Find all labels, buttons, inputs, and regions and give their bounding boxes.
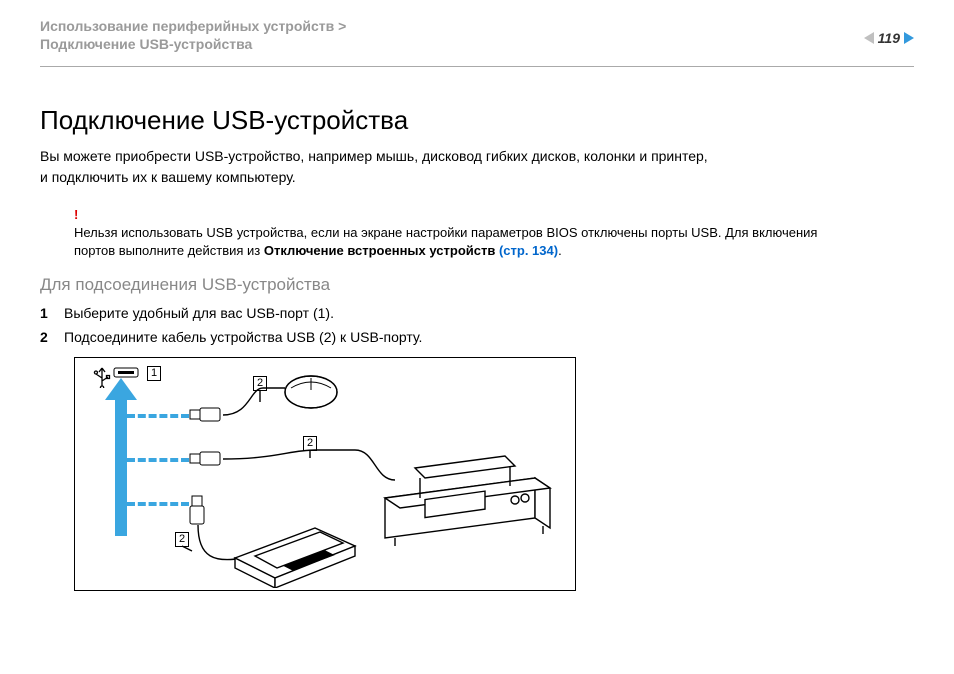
printer-icon — [365, 438, 555, 558]
breadcrumb-line2: Подключение USB-устройства — [40, 36, 914, 52]
step-text: Выберите удобный для вас USB-порт (1). — [64, 305, 334, 321]
step-number: 2 — [40, 329, 64, 345]
step-number: 1 — [40, 305, 64, 321]
intro-text: Вы можете приобрести USB-устройство, нап… — [40, 146, 914, 188]
page-title: Подключение USB-устройства — [40, 105, 914, 136]
connection-diagram: 1 2 2 2 — [74, 357, 576, 591]
step-text: Подсоедините кабель устройства USB (2) к… — [64, 329, 422, 345]
subheading: Для подсоединения USB-устройства — [40, 275, 914, 295]
mouse-icon — [281, 370, 341, 412]
nav-next-icon[interactable] — [904, 32, 914, 44]
step-item: 2 Подсоедините кабель устройства USB (2)… — [40, 329, 914, 345]
step-item: 1 Выберите удобный для вас USB-порт (1). — [40, 305, 914, 321]
nav-prev-icon[interactable] — [864, 32, 874, 44]
steps-list: 1 Выберите удобный для вас USB-порт (1).… — [40, 305, 914, 345]
breadcrumb-line1: Использование периферийных устройств > — [40, 18, 914, 34]
warning-block: ! Нельзя использовать USB устройства, ес… — [74, 206, 914, 261]
page-number: 119 — [878, 30, 900, 46]
page-nav: 119 — [864, 30, 914, 46]
warning-icon: ! — [74, 206, 914, 224]
floppy-drive-icon — [225, 518, 365, 588]
cross-ref-link[interactable]: (стр. 134) — [499, 243, 558, 258]
